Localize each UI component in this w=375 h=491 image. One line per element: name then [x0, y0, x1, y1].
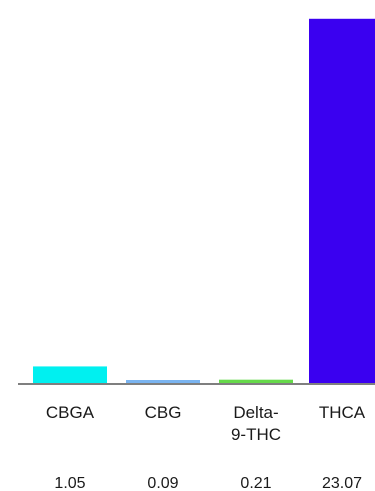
bar-cbga: [33, 366, 107, 383]
bar-cbg: [126, 380, 200, 383]
category-labels: CBGA CBG Delta-9-THC THCA: [46, 403, 366, 444]
value-label-delta-9-thc: 0.21: [240, 475, 271, 491]
value-labels: 1.05 0.09 0.21 23.07: [54, 475, 362, 491]
bar-thca: [309, 18, 375, 383]
value-label-cbg: 0.09: [147, 475, 178, 491]
category-label-thca: THCA: [319, 403, 366, 422]
category-label-cbga: CBGA: [46, 403, 95, 422]
bars-group: [33, 18, 375, 383]
bar-delta-9-thc: [219, 379, 293, 383]
category-label-cbg: CBG: [145, 403, 182, 422]
value-label-cbga: 1.05: [54, 475, 85, 491]
category-label-delta-9-thc: Delta-9-THC: [231, 403, 281, 444]
value-label-thca: 23.07: [322, 475, 362, 491]
